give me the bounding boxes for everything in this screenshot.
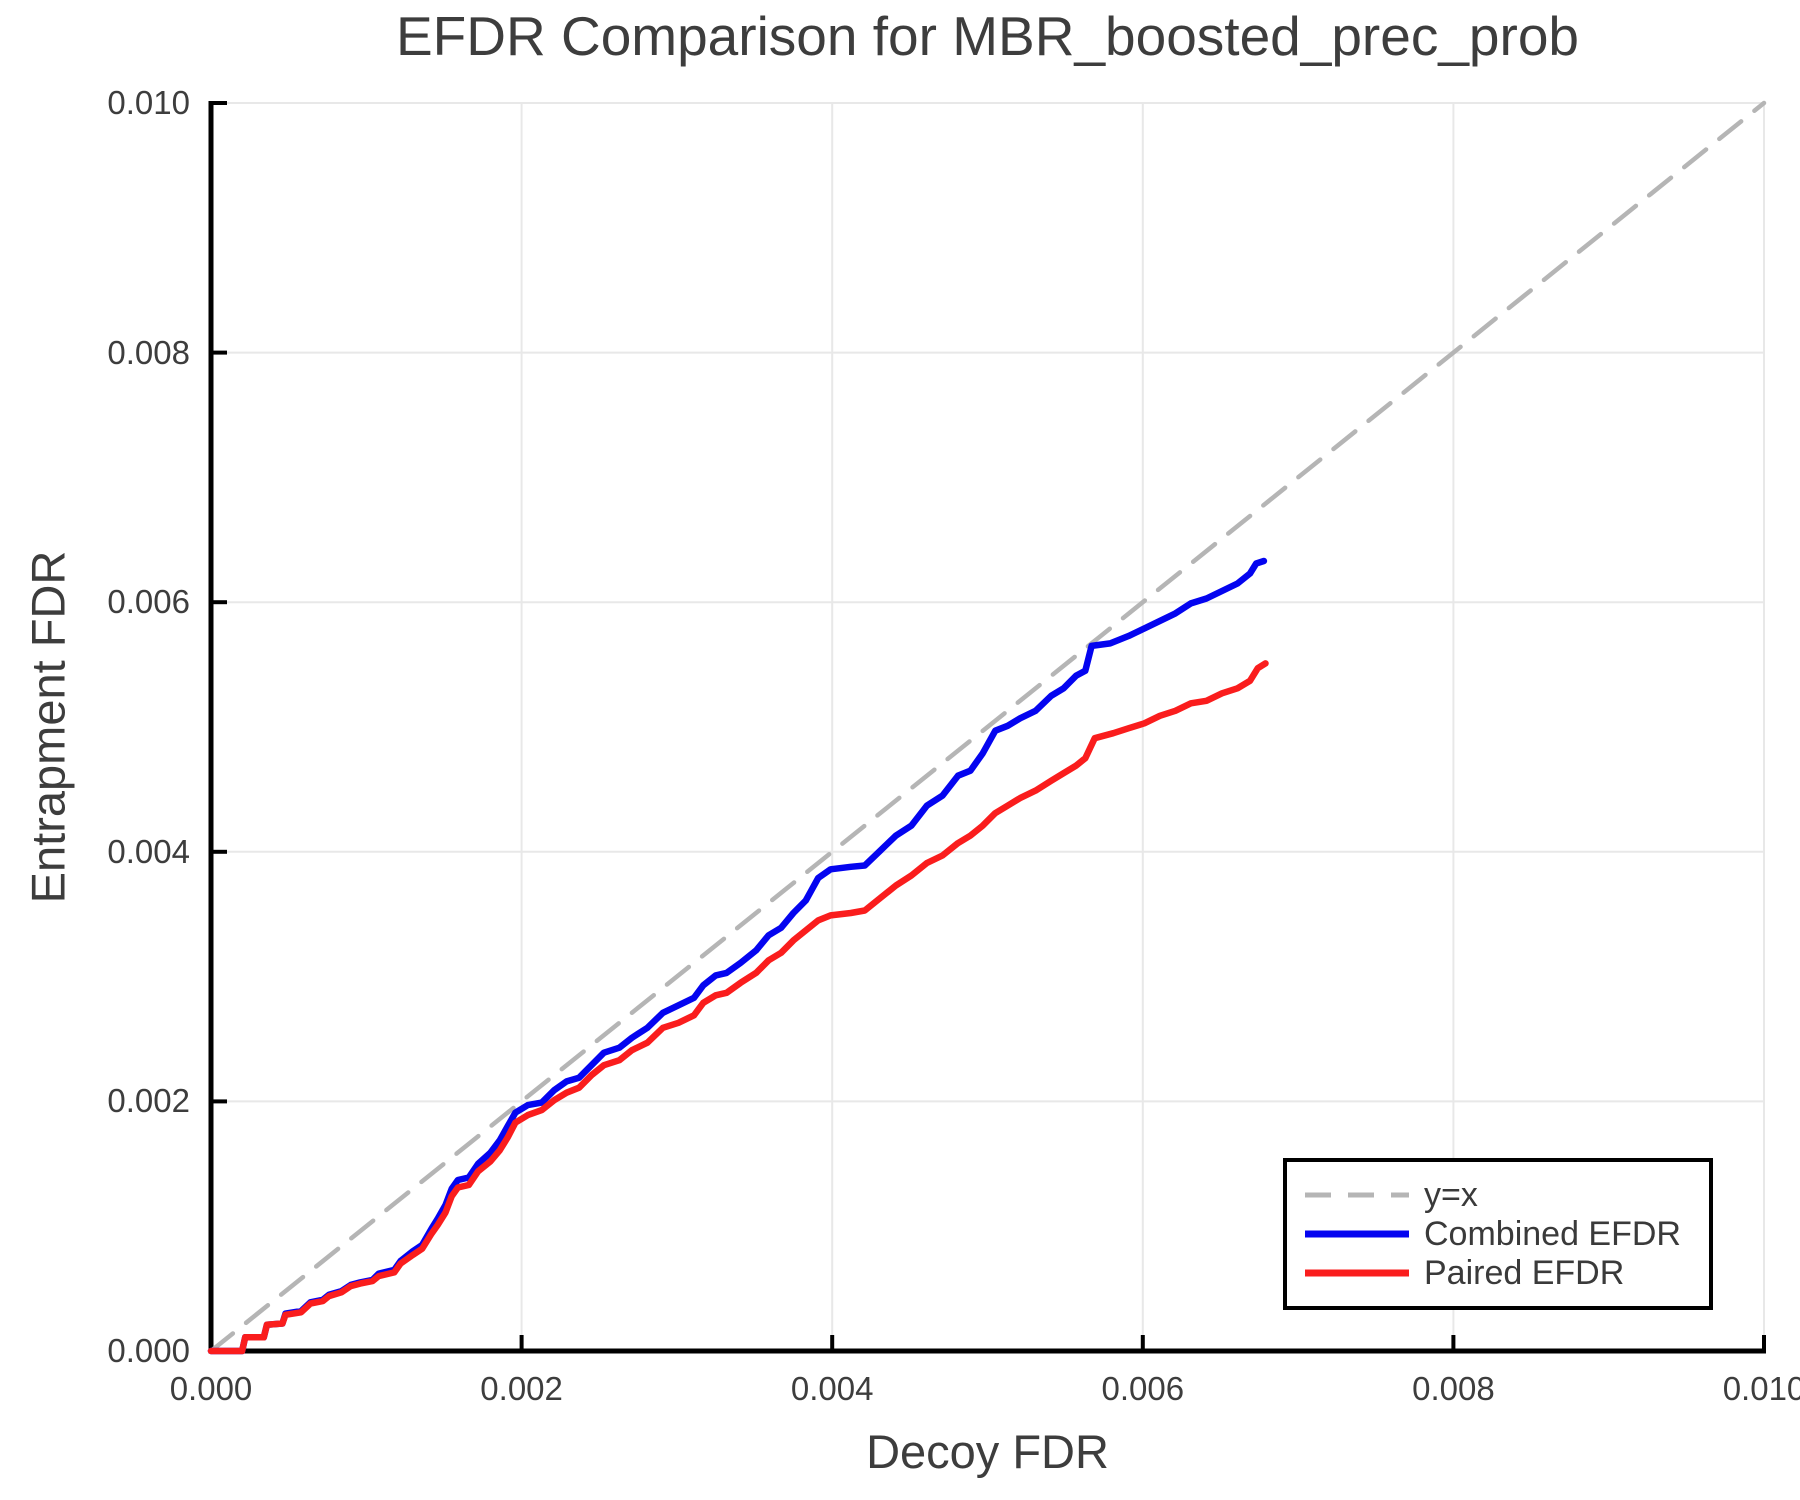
y-tick-label: 0.000 — [107, 1332, 190, 1369]
chart-title: EFDR Comparison for MBR_boosted_prec_pro… — [395, 5, 1580, 67]
legend-row-yx: y=x — [1305, 1177, 1709, 1213]
legend-row-paired: Paired EFDR — [1305, 1255, 1709, 1291]
y-tick-label: 0.002 — [107, 1082, 190, 1120]
series-line-1 — [207, 557, 1268, 1355]
y-tick-label: 0.008 — [107, 333, 190, 371]
blue-line-sample — [1305, 1230, 1409, 1238]
x-tick-label: 0.004 — [790, 1370, 874, 1407]
legend-row-combined: Combined EFDR — [1305, 1216, 1709, 1252]
legend-label-combined: Combined EFDR — [1424, 1215, 1681, 1253]
x-tick-label: 0.010 — [1722, 1370, 1800, 1407]
x-tick-label: 0.000 — [169, 1370, 253, 1407]
x-tick-label: 0.002 — [480, 1370, 563, 1407]
dashed-line-sample — [1305, 1192, 1409, 1198]
red-line-sample — [1305, 1269, 1409, 1277]
y-tick-label: 0.006 — [107, 583, 190, 621]
x-tick-label: 0.006 — [1101, 1370, 1185, 1407]
series-line-0 — [208, 100, 1767, 1354]
y-tick-label: 0.004 — [107, 832, 190, 870]
legend-label-yx: y=x — [1424, 1176, 1478, 1214]
legend-label-paired: Paired EFDR — [1424, 1254, 1625, 1292]
series-line-2 — [207, 660, 1269, 1355]
y-tick-label: 0.010 — [107, 84, 190, 121]
x-tick-label: 0.008 — [1412, 1370, 1495, 1407]
x-axis-label: Decoy FDR — [866, 1425, 1109, 1478]
legend: y=x Combined EFDR Paired EFDR — [1283, 1158, 1713, 1310]
